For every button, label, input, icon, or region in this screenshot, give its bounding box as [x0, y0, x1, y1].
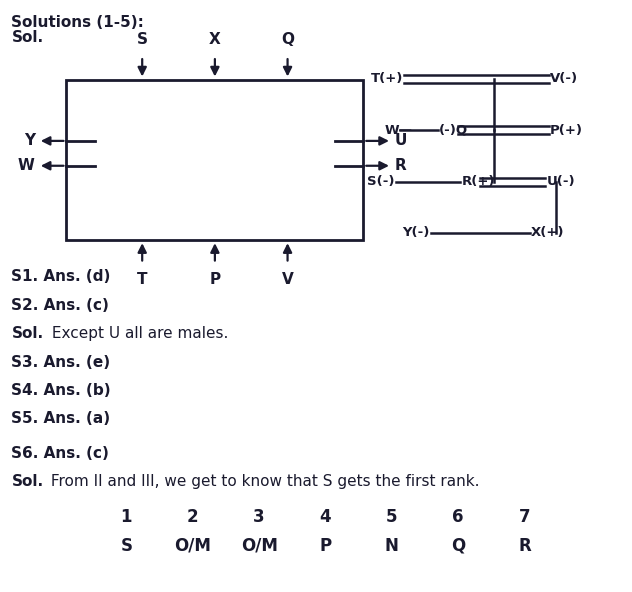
- Text: From II and III, we get to know that S gets the first rank.: From II and III, we get to know that S g…: [46, 474, 480, 489]
- Text: Q: Q: [451, 537, 465, 555]
- Text: S(-): S(-): [367, 175, 395, 188]
- Text: W—: W—: [384, 124, 412, 137]
- Text: W: W: [18, 158, 35, 173]
- Text: U(-): U(-): [547, 175, 575, 188]
- Text: O/M: O/M: [174, 537, 211, 555]
- Text: P: P: [209, 272, 221, 287]
- Text: S5. Ans. (a): S5. Ans. (a): [11, 411, 111, 426]
- Text: R: R: [518, 537, 531, 555]
- Text: 6: 6: [453, 509, 464, 526]
- Text: Sol.: Sol.: [11, 326, 44, 341]
- Bar: [66, 80, 363, 240]
- Text: V(-): V(-): [550, 72, 578, 85]
- Text: U: U: [395, 133, 408, 149]
- Text: P(+): P(+): [550, 124, 583, 137]
- Text: X(+): X(+): [531, 226, 564, 239]
- Text: P: P: [319, 537, 332, 555]
- Text: 2: 2: [187, 509, 198, 526]
- Text: S3. Ans. (e): S3. Ans. (e): [11, 355, 111, 369]
- Text: T: T: [137, 272, 147, 287]
- Text: Solutions (1-5):: Solutions (1-5):: [11, 15, 144, 30]
- Text: (-)Q: (-)Q: [439, 124, 468, 137]
- Text: S1. Ans. (d): S1. Ans. (d): [11, 269, 111, 284]
- Text: T(+): T(+): [371, 72, 403, 85]
- Text: S6. Ans. (c): S6. Ans. (c): [11, 446, 109, 461]
- Text: O/M: O/M: [241, 537, 277, 555]
- Text: R: R: [395, 158, 407, 173]
- Text: R(+): R(+): [461, 175, 495, 188]
- Text: Y(-): Y(-): [403, 226, 430, 239]
- Text: Sol.: Sol.: [11, 474, 44, 489]
- Text: S: S: [121, 537, 132, 555]
- Text: S4. Ans. (b): S4. Ans. (b): [11, 383, 111, 398]
- Text: Y: Y: [23, 133, 35, 149]
- Text: 7: 7: [519, 509, 530, 526]
- Text: Sol.: Sol.: [11, 30, 44, 44]
- Text: 4: 4: [320, 509, 331, 526]
- Text: V: V: [282, 272, 293, 287]
- Text: N: N: [385, 537, 399, 555]
- Text: 1: 1: [121, 509, 132, 526]
- Text: X: X: [209, 33, 221, 47]
- Text: 3: 3: [253, 509, 265, 526]
- Text: S: S: [137, 33, 148, 47]
- Text: 5: 5: [386, 509, 398, 526]
- Text: S2. Ans. (c): S2. Ans. (c): [11, 298, 109, 313]
- Text: Q: Q: [281, 33, 294, 47]
- Text: Except U all are males.: Except U all are males.: [47, 326, 228, 341]
